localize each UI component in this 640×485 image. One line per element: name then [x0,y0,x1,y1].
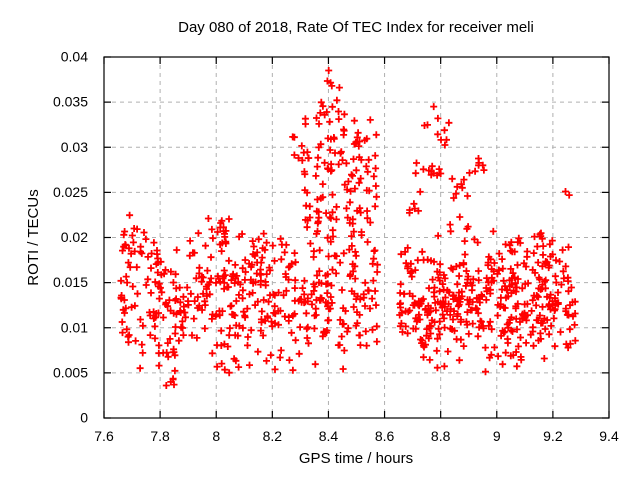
x-tick-label: 7.6 [94,428,114,444]
y-tick-label: 0.03 [61,139,88,155]
data-series [117,67,579,389]
axis-ticks [103,56,610,419]
y-tick-label: 0.025 [53,184,88,200]
x-tick-label: 9.4 [599,428,619,444]
y-axis-label: ROTI / TECUs [25,189,42,285]
chart-title: Day 080 of 2018, Rate Of TEC Index for r… [178,19,534,36]
y-tick-label: 0.01 [61,319,88,335]
x-tick-label: 8 [212,428,220,444]
x-tick-label: 8.8 [431,428,451,444]
y-tick-label: 0.015 [53,274,88,290]
y-tick-label: 0.02 [61,229,88,245]
x-tick-label: 8.4 [319,428,339,444]
tick-labels: 7.6 7.8 8 8.2 8.4 8.6 8.8 9 9.2 9.4 0 0.005 0.01 0.01… [53,49,619,445]
x-tick-label: 9 [493,428,501,444]
y-tick-label: 0.035 [53,94,88,110]
x-tick-label: 9.2 [543,428,563,444]
x-axis-label: GPS time / hours [299,450,413,467]
x-tick-label: 7.8 [150,428,170,444]
y-tick-label: 0.005 [53,364,88,380]
x-tick-label: 8.2 [263,428,283,444]
scatter-points-plus-markers [117,67,579,389]
y-tick-label: 0.04 [61,49,88,65]
y-tick-label: 0 [80,410,88,426]
x-tick-label: 8.6 [375,428,395,444]
